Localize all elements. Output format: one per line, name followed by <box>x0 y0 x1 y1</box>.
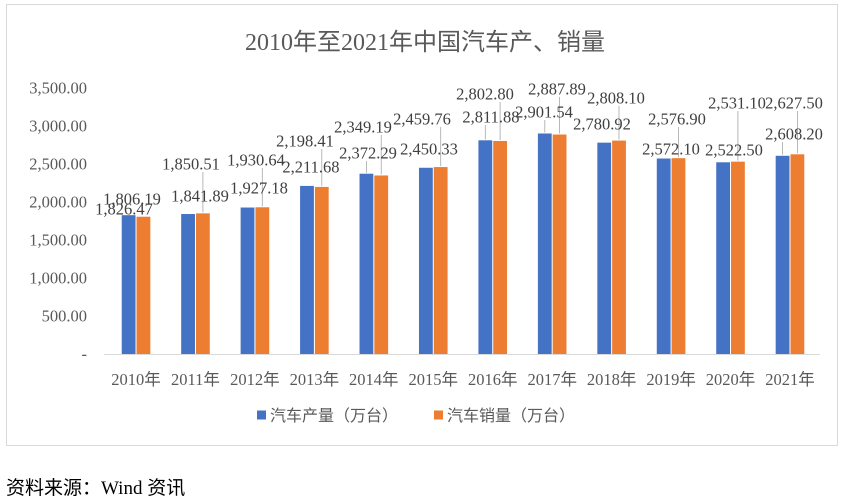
x-tick-label-2014: 2014年 <box>349 370 399 389</box>
bar-sales-2019 <box>671 158 686 354</box>
bar-production-2018 <box>597 142 612 354</box>
bar-sales-2015 <box>433 167 448 354</box>
bar-sales-2010 <box>136 216 151 354</box>
data-label-production-2020: 2,522.50 <box>705 141 763 160</box>
data-label-sales-2011: 1,850.51 <box>162 155 220 174</box>
bar-production-2010 <box>121 215 136 354</box>
x-tick-label-2016: 2016年 <box>468 370 518 389</box>
data-label-sales-2013: 2,198.41 <box>276 132 334 151</box>
data-label-production-2010: 1,826.47 <box>95 200 153 219</box>
data-label-production-2017: 2,901.54 <box>515 103 573 122</box>
x-tick-label-2012: 2012年 <box>230 370 280 389</box>
leader-lines <box>202 97 798 213</box>
bar-production-2020 <box>716 162 731 354</box>
data-labels: 1,826.47 1,841.89 1,927.18 2,211.682,372.29… <box>95 80 823 219</box>
data-label-production-2019: 2,572.10 <box>642 140 700 159</box>
bar-sales-2021 <box>790 154 805 354</box>
data-label-sales-2010: 1,806.19 <box>103 190 161 209</box>
x-tick-label-2010: 2010年 <box>111 370 161 389</box>
bar-production-2019 <box>656 158 671 354</box>
legend-item-sales: 汽车销量（万台） <box>434 407 575 425</box>
x-tick-label-2011: 2011年 <box>171 370 220 389</box>
legend-swatch-production <box>257 410 266 420</box>
data-label-sales-2017: 2,887.89 <box>528 80 586 99</box>
y-tick-label: 2,000.00 <box>29 193 87 212</box>
bar-sales-2020 <box>731 161 745 354</box>
data-label-sales-2014: 2,349.19 <box>334 118 392 137</box>
data-label-production-2021: 2,608.20 <box>765 125 823 144</box>
source-note: 资料来源：Wind 资讯 <box>6 477 185 499</box>
x-tick-label-2013: 2013年 <box>290 370 340 389</box>
bar-production-2017 <box>537 133 552 354</box>
data-label-production-2014: 2,372.29 <box>339 144 397 163</box>
data-label-sales-2015: 2,459.76 <box>393 110 451 129</box>
x-tick-label-2017: 2017年 <box>527 370 577 389</box>
y-tick-label: 1,500.00 <box>29 231 87 250</box>
y-tick-label: 500.00 <box>42 307 87 326</box>
data-label-production-2013: 2,211.68 <box>282 158 339 177</box>
y-tick-label: - <box>82 345 88 364</box>
bar-production-2021 <box>775 155 790 354</box>
chart-title: 2010年至2021年中国汽车产、销量 <box>245 29 605 56</box>
y-tick-label: 3,000.00 <box>29 117 87 136</box>
x-tick-label-2019: 2019年 <box>646 370 696 389</box>
data-label-sales-2016: 2,802.80 <box>456 85 514 104</box>
x-tick-label-2021: 2021年 <box>765 370 815 389</box>
data-label-sales-2019: 2,576.90 <box>648 110 706 129</box>
bar-sales-2017 <box>552 134 567 354</box>
data-label-production-2015: 2,450.33 <box>400 140 458 159</box>
legend-swatch-sales <box>434 410 443 420</box>
data-label-production-2012: 1,927.18 <box>230 179 288 198</box>
bar-production-2014 <box>359 173 374 354</box>
legend-item-production: 汽车产量（万台） <box>257 407 398 425</box>
bar-production-2013 <box>300 185 314 354</box>
x-tick-label-2015: 2015年 <box>409 370 459 389</box>
bar-production-2016 <box>478 140 493 354</box>
y-tick-label: 1,000.00 <box>29 269 87 288</box>
x-tick-label-2020: 2020年 <box>706 370 756 389</box>
bar-sales-2016 <box>493 140 508 354</box>
legend-label-sales: 汽车销量（万台） <box>447 407 575 425</box>
bar-sales-2012 <box>255 207 270 354</box>
bar-sales-2013 <box>314 186 329 354</box>
data-label-sales-2012: 1,930.64 <box>227 151 285 170</box>
x-tick-label-2018: 2018年 <box>587 370 637 389</box>
bar-sales-2011 <box>195 213 210 354</box>
data-label-production-2018: 2,780.92 <box>573 115 631 134</box>
data-label-production-2016: 2,811.88 <box>462 108 519 127</box>
legend: 汽车产量（万台） 汽车销量（万台） <box>257 407 575 425</box>
y-axis-tick-labels: - 500.00 1,000.00 1,500.00 2,000.00 2,500.00 3… <box>29 79 87 364</box>
y-tick-label: 3,500.00 <box>29 79 87 98</box>
data-label-production-2011: 1,841.89 <box>171 187 229 206</box>
bar-series-group <box>121 133 805 354</box>
data-label-sales-2018: 2,808.10 <box>587 89 645 108</box>
legend-label-production: 汽车产量（万台） <box>270 407 398 425</box>
data-label-sales-2021: 2,627.50 <box>765 94 823 113</box>
data-label-sales-2020: 2,531.10 <box>708 94 766 113</box>
bar-sales-2018 <box>612 140 626 354</box>
y-tick-label: 2,500.00 <box>29 155 87 174</box>
x-axis-tick-labels: 2010年 2011年 2012年 2013年 2014年 2015年 2016年 2017年… <box>111 370 815 389</box>
bar-production-2015 <box>418 167 433 354</box>
bar-sales-2014 <box>374 175 389 354</box>
bar-production-2011 <box>181 214 195 354</box>
bar-production-2012 <box>240 207 255 354</box>
